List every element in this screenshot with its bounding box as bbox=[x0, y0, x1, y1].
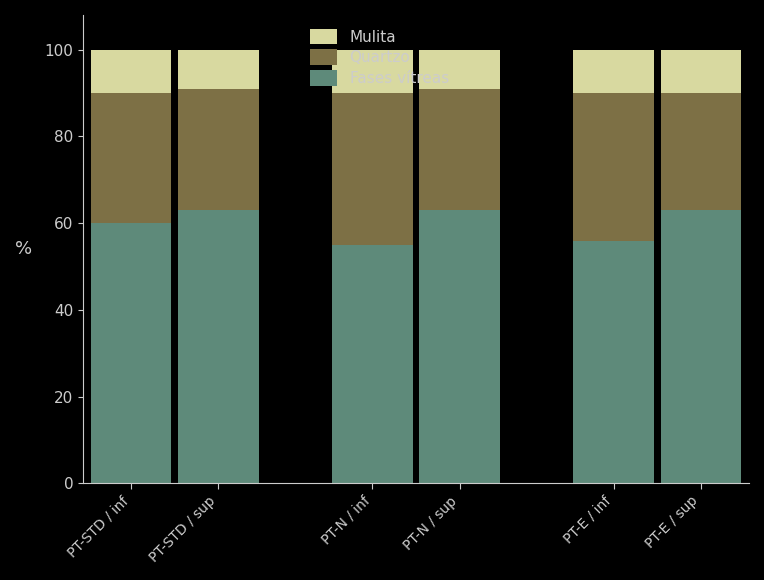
Bar bbox=[178, 50, 258, 89]
Bar bbox=[91, 93, 171, 223]
Y-axis label: %: % bbox=[15, 240, 32, 258]
Bar bbox=[661, 93, 741, 210]
Legend: Mulita, Quartzo, Fases vítreas: Mulita, Quartzo, Fases vítreas bbox=[304, 23, 455, 92]
Bar bbox=[91, 50, 171, 93]
Bar bbox=[332, 93, 413, 245]
Bar bbox=[178, 210, 258, 484]
Bar bbox=[574, 50, 654, 93]
Bar bbox=[661, 50, 741, 93]
Bar bbox=[419, 50, 500, 89]
Bar bbox=[574, 93, 654, 241]
Bar bbox=[661, 210, 741, 484]
Bar bbox=[419, 210, 500, 484]
Bar bbox=[332, 50, 413, 93]
Bar bbox=[91, 223, 171, 484]
Bar bbox=[332, 245, 413, 484]
Bar bbox=[178, 89, 258, 210]
Bar bbox=[574, 241, 654, 484]
Bar bbox=[419, 89, 500, 210]
